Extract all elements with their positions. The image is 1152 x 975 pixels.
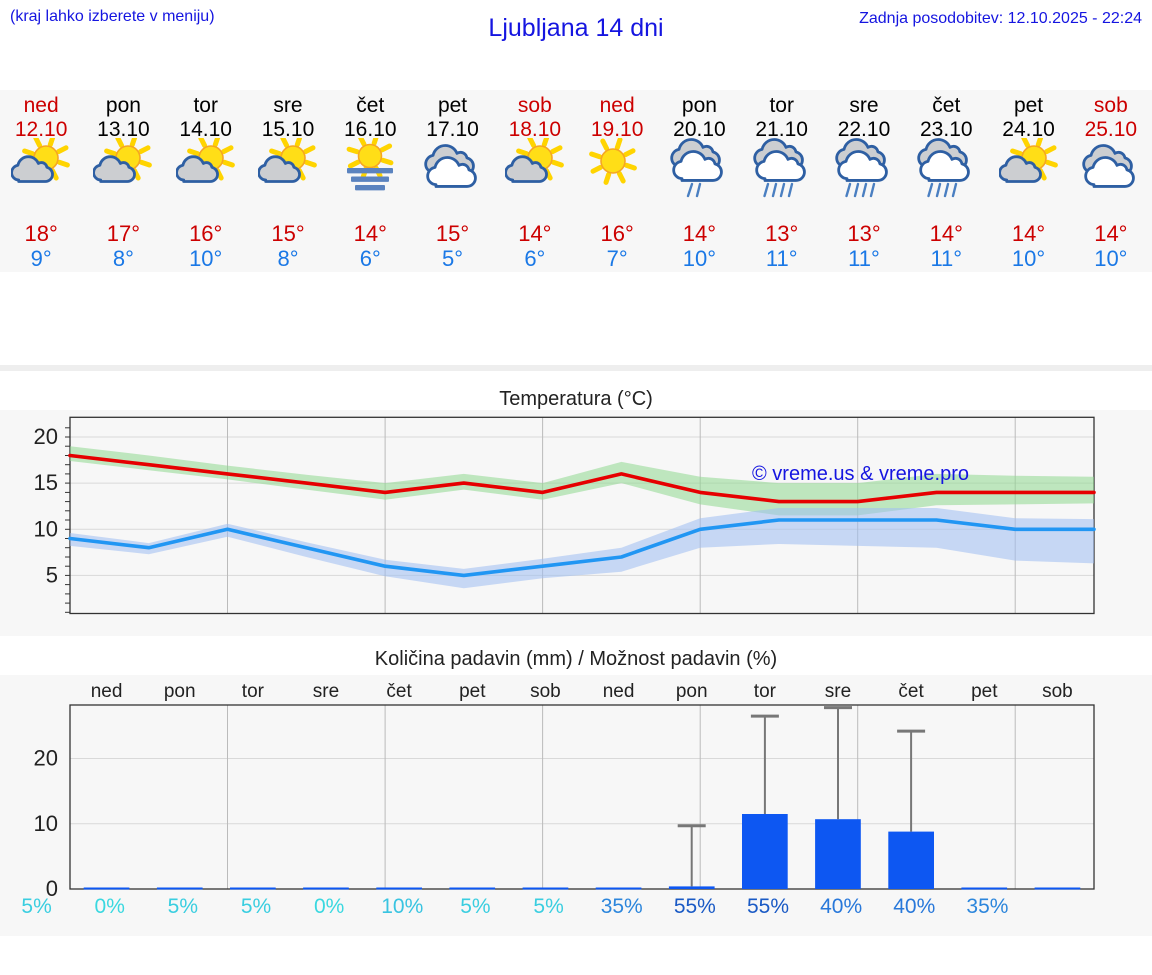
svg-text:pet: pet	[459, 681, 486, 702]
svg-text:čet: čet	[898, 681, 924, 702]
svg-text:čet: čet	[386, 681, 412, 702]
svg-text:sob: sob	[530, 681, 561, 702]
svg-text:sob: sob	[1042, 681, 1073, 702]
svg-text:tor: tor	[242, 681, 265, 702]
svg-text:5: 5	[46, 562, 58, 587]
svg-text:© vreme.us & vreme.pro: © vreme.us & vreme.pro	[752, 463, 969, 485]
svg-text:pet: pet	[971, 681, 998, 702]
svg-text:15: 15	[34, 470, 58, 495]
svg-text:20: 20	[34, 424, 58, 449]
svg-text:10: 10	[34, 811, 58, 836]
svg-text:sre: sre	[825, 681, 851, 702]
svg-text:pon: pon	[676, 681, 708, 702]
svg-text:pon: pon	[164, 681, 196, 702]
svg-text:ned: ned	[603, 681, 635, 702]
svg-text:ned: ned	[91, 681, 123, 702]
svg-text:tor: tor	[754, 681, 777, 702]
svg-text:20: 20	[34, 746, 58, 771]
svg-text:10: 10	[34, 516, 58, 541]
svg-text:sre: sre	[313, 681, 339, 702]
